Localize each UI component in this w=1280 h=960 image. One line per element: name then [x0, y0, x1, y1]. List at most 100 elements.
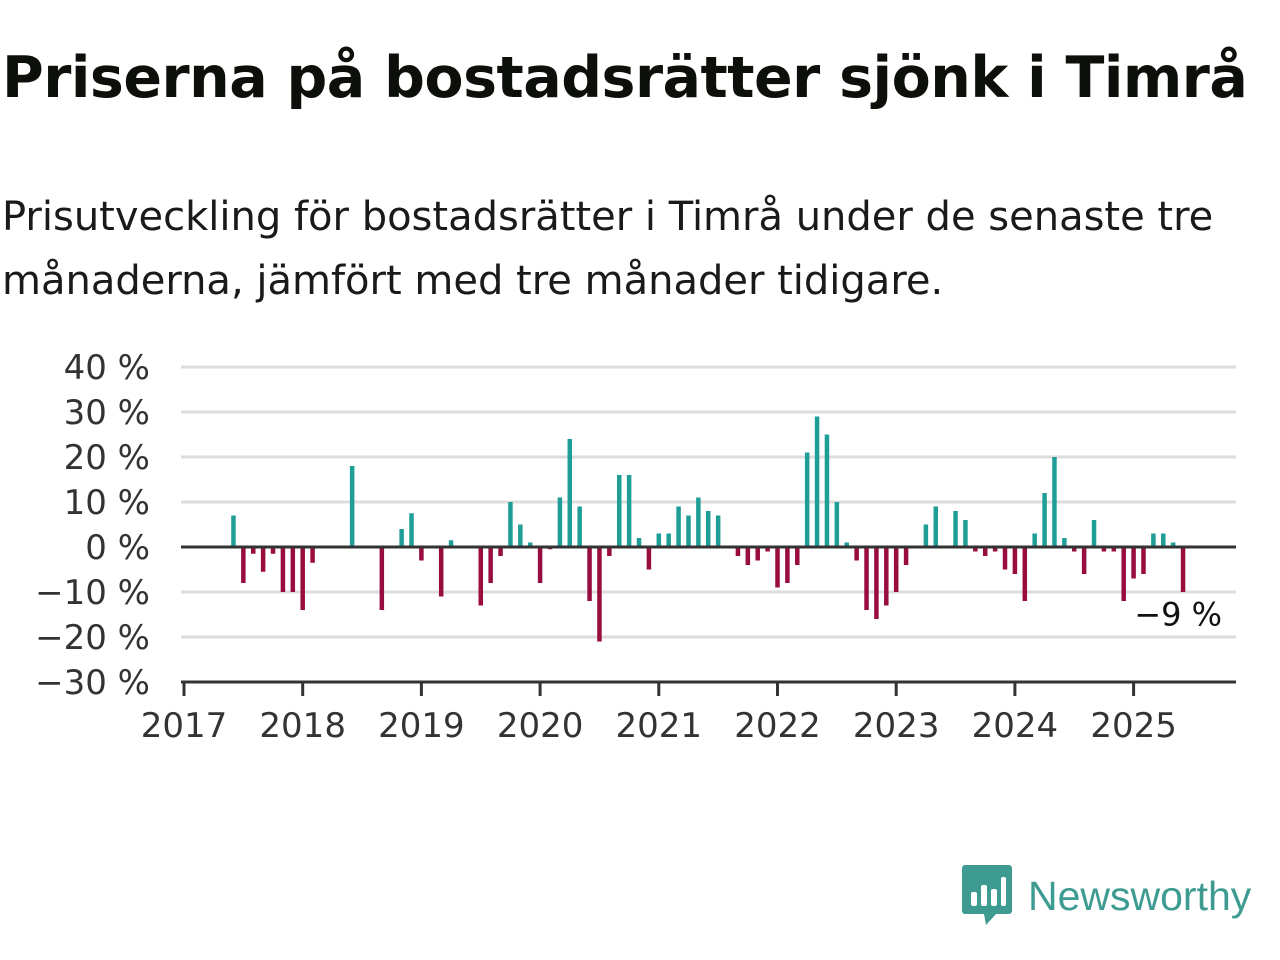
bar	[300, 547, 305, 610]
bar	[310, 547, 315, 563]
bar	[508, 502, 513, 547]
annotation-latest-value: −9 %	[1134, 596, 1222, 634]
x-tick-label: 2021	[616, 706, 703, 746]
y-tick-label: −10 %	[35, 573, 150, 613]
x-tick-label: 2022	[734, 706, 821, 746]
bar	[686, 515, 691, 547]
bar	[982, 547, 988, 556]
bar	[1072, 547, 1077, 552]
x-tick-label: 2019	[378, 706, 465, 746]
x-tick-label: 2025	[1090, 706, 1177, 746]
bar-chart: 40 %30 %20 %10 %0 %−10 %−20 %−30 % 2017 2…	[35, 348, 1236, 746]
bar	[409, 513, 414, 547]
y-tick-label: 10 %	[64, 483, 150, 523]
bar	[1180, 547, 1186, 592]
y-tick-label: 30 %	[64, 393, 150, 433]
bar	[636, 538, 642, 547]
bar	[1141, 547, 1146, 574]
bar	[706, 511, 711, 547]
bar	[379, 547, 385, 610]
bar	[231, 515, 236, 547]
bar	[1002, 547, 1008, 570]
x-tick-label: 2023	[853, 706, 940, 746]
bar	[241, 547, 246, 583]
bar	[616, 475, 622, 547]
bar	[518, 524, 523, 547]
bar	[1052, 457, 1057, 547]
annotations: −9 %	[1134, 596, 1222, 634]
bar	[349, 466, 355, 547]
axes	[181, 545, 1236, 684]
y-tick-label: 20 %	[64, 438, 150, 478]
bar	[557, 497, 563, 547]
x-axis-ticks: 2017 2018 2019 2020 2021 2022 2023 2024 2025	[141, 682, 1177, 746]
bar	[290, 547, 296, 592]
bar	[715, 515, 721, 547]
bar	[755, 547, 760, 561]
bar	[834, 502, 840, 547]
bar	[250, 547, 256, 554]
bar	[765, 547, 770, 552]
bar	[626, 475, 632, 547]
y-tick-label: 0 %	[85, 528, 150, 568]
bar	[814, 416, 820, 547]
bar	[893, 547, 899, 592]
bar	[567, 439, 573, 547]
bar	[1062, 538, 1067, 547]
bar	[1032, 533, 1037, 547]
y-tick-label: −30 %	[35, 663, 150, 703]
bar	[419, 547, 424, 561]
bars	[231, 416, 1186, 642]
y-tick-label: −20 %	[35, 618, 150, 658]
bar	[1151, 533, 1156, 547]
bar	[1081, 547, 1087, 574]
bar	[1091, 520, 1097, 547]
bar	[448, 540, 454, 547]
bar	[607, 547, 612, 556]
x-tick-label: 2020	[497, 706, 584, 746]
newsworthy-logo: Newsworthy	[962, 864, 1251, 928]
bar	[795, 547, 800, 565]
bar	[1012, 547, 1018, 574]
bar	[260, 547, 266, 572]
bar	[587, 547, 592, 601]
bar	[963, 520, 968, 547]
bar	[1121, 547, 1126, 601]
bar	[775, 547, 780, 588]
bar	[498, 547, 503, 556]
bar	[478, 547, 483, 606]
gridlines	[181, 365, 1236, 639]
x-tick-label: 2024	[972, 706, 1059, 746]
bar	[1101, 547, 1107, 552]
bar	[656, 533, 662, 547]
bar	[844, 542, 849, 547]
bar	[488, 547, 493, 583]
bar	[666, 533, 671, 547]
bar	[438, 547, 444, 597]
chart-subtitle: Prisutveckling för bostadsrätter i Timrå…	[2, 194, 1214, 304]
bar	[646, 547, 652, 570]
bar	[1161, 533, 1166, 547]
bar	[854, 547, 859, 561]
bar	[676, 506, 681, 547]
bar	[785, 547, 790, 583]
bar	[1170, 542, 1176, 547]
bar	[884, 547, 889, 606]
bar	[280, 547, 286, 592]
bar	[992, 547, 998, 552]
bar	[864, 547, 869, 610]
newsworthy-logo-icon	[962, 865, 1012, 925]
bar	[745, 547, 751, 565]
bar	[1131, 547, 1136, 579]
x-tick-label: 2017	[141, 706, 228, 746]
bar	[1111, 547, 1117, 552]
y-axis-tick-labels: 40 % 30 % 20 % 10 % 0 % −10 % −20 % −30 %	[35, 348, 150, 703]
bar	[1042, 493, 1047, 547]
bar	[537, 547, 543, 583]
bar	[399, 529, 404, 547]
bar	[527, 542, 533, 547]
bar	[874, 547, 879, 619]
bar	[973, 547, 978, 552]
brand-name: Newsworthy	[1028, 872, 1252, 919]
bar	[824, 434, 830, 547]
